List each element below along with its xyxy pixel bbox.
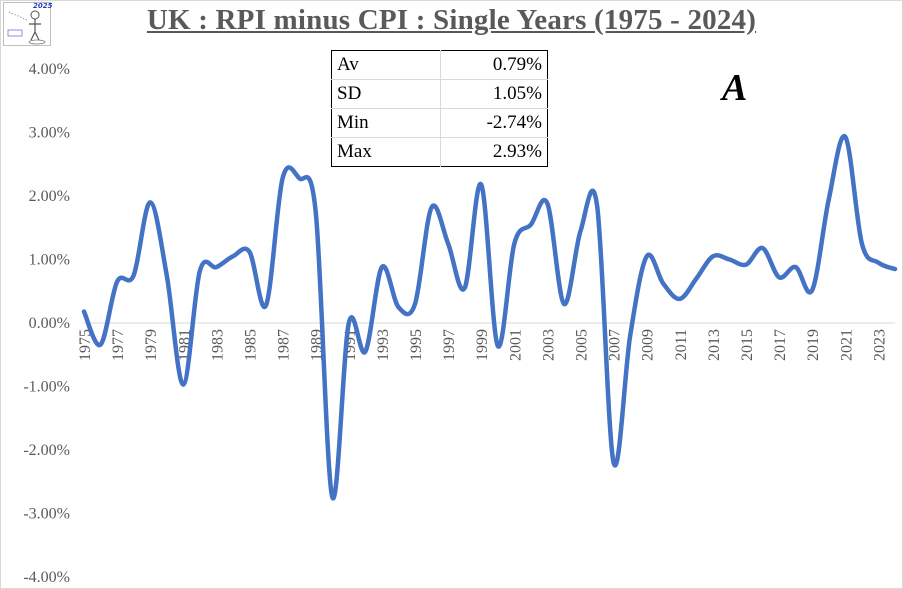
x-tick-label: 2017 xyxy=(772,329,789,361)
x-tick-label: 1999 xyxy=(474,329,491,361)
x-tick-label: 2009 xyxy=(640,329,657,361)
stats-row: Min -2.74% xyxy=(331,108,548,138)
x-tick-label: 2003 xyxy=(540,329,557,361)
x-tick-label: 1979 xyxy=(143,329,160,361)
stats-row: SD 1.05% xyxy=(331,79,548,109)
x-tick-label: 2005 xyxy=(574,329,591,361)
stats-value: 1.05% xyxy=(440,79,548,109)
stats-table: Av 0.79% SD 1.05% Min -2.74% Max 2.93% xyxy=(331,50,548,167)
x-tick-label: 2015 xyxy=(739,329,756,361)
logo-image: 2025 xyxy=(3,2,53,46)
y-tick-label: 3.00% xyxy=(29,125,70,142)
chart-title: UK : RPI minus CPI : Single Years (1975 … xyxy=(146,4,757,36)
x-tick-label: 2011 xyxy=(673,329,690,360)
y-tick-label: 1.00% xyxy=(29,252,70,269)
y-tick-label: 0.00% xyxy=(29,315,70,332)
x-tick-label: 1995 xyxy=(408,329,425,361)
logo-year-text: 2025 xyxy=(33,2,53,10)
stats-row: Max 2.93% xyxy=(331,137,548,167)
stats-key: Max xyxy=(331,137,441,167)
x-tick-label: 1983 xyxy=(209,329,226,361)
x-tick-label: 1975 xyxy=(77,329,94,361)
x-tick-label: 2013 xyxy=(706,329,723,361)
x-tick-label: 2021 xyxy=(838,329,855,361)
stats-key: Av xyxy=(331,50,441,80)
stats-key: Min xyxy=(331,108,441,138)
y-tick-label: -2.00% xyxy=(23,442,70,459)
stats-value: 0.79% xyxy=(440,50,548,80)
series-line xyxy=(81,134,898,501)
stats-value: -2.74% xyxy=(440,108,548,138)
x-tick-label: 1997 xyxy=(441,329,458,361)
x-tick-label: 1993 xyxy=(375,329,392,361)
x-tick-label: 1977 xyxy=(110,329,127,361)
x-tick-label: 2023 xyxy=(871,329,888,361)
x-tick-label: 2001 xyxy=(507,329,524,361)
y-tick-label: 2.00% xyxy=(29,188,70,205)
y-tick-label: -1.00% xyxy=(23,379,70,396)
stats-key: SD xyxy=(331,79,441,109)
stats-row: Av 0.79% xyxy=(331,50,548,80)
x-tick-label: 1985 xyxy=(243,329,260,361)
x-tick-label: 2007 xyxy=(607,329,624,361)
x-tick-label: 2019 xyxy=(805,329,822,361)
author-mark: A xyxy=(722,67,748,109)
x-tick-label: 1987 xyxy=(276,329,293,361)
stats-value: 2.93% xyxy=(492,141,542,162)
y-tick-label: 4.00% xyxy=(29,61,70,78)
y-tick-label: -3.00% xyxy=(23,506,70,523)
y-tick-label: -4.00% xyxy=(23,569,70,586)
